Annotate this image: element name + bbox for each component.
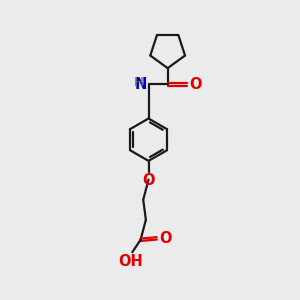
Text: H: H bbox=[134, 76, 144, 89]
Text: O: O bbox=[159, 231, 171, 246]
Text: O: O bbox=[142, 173, 155, 188]
Text: OH: OH bbox=[118, 254, 143, 269]
Text: N: N bbox=[135, 77, 147, 92]
Text: O: O bbox=[189, 77, 201, 92]
